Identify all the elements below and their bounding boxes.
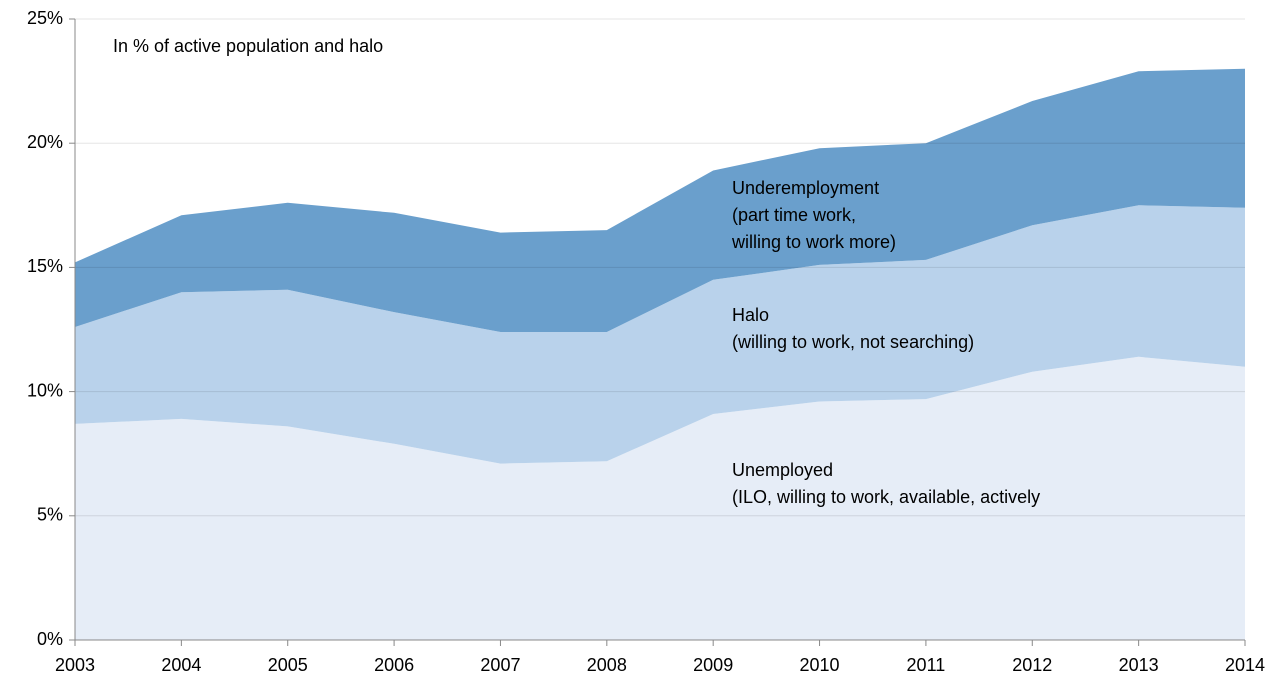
x-tick-label: 2011 [907,655,946,675]
chart-subtitle: In % of active population and halo [113,36,383,56]
series-label: Unemployed [732,460,833,480]
series-label-detail: (part time work, [732,205,856,225]
y-tick-label: 25% [27,8,63,28]
y-tick-label: 10% [27,380,63,400]
series-label: Halo [732,305,769,325]
x-tick-label: 2004 [161,655,201,675]
area [75,68,1245,332]
x-tick-label: 2009 [693,655,733,675]
x-tick-label: 2006 [374,655,414,675]
series-label-detail: (ILO, willing to work, available, active… [732,487,1040,507]
y-tick-label: 5% [37,505,63,525]
x-tick-label: 2013 [1119,655,1159,675]
y-tick-label: 15% [27,256,63,276]
area [75,356,1245,640]
series-label: Underemployment [732,178,879,198]
x-tick-label: 2008 [587,655,627,675]
x-tick-label: 2010 [800,655,840,675]
y-tick-label: 0% [37,629,63,649]
series-label-detail: (willing to work, not searching) [732,332,974,352]
y-tick-label: 20% [27,132,63,152]
x-tick-label: 2003 [55,655,95,675]
x-tick-label: 2012 [1012,655,1052,675]
x-tick-label: 2007 [480,655,520,675]
x-tick-label: 2005 [268,655,308,675]
area [75,205,1245,464]
x-tick-label: 2014 [1225,655,1265,675]
series-label-detail: willing to work more) [731,232,896,252]
